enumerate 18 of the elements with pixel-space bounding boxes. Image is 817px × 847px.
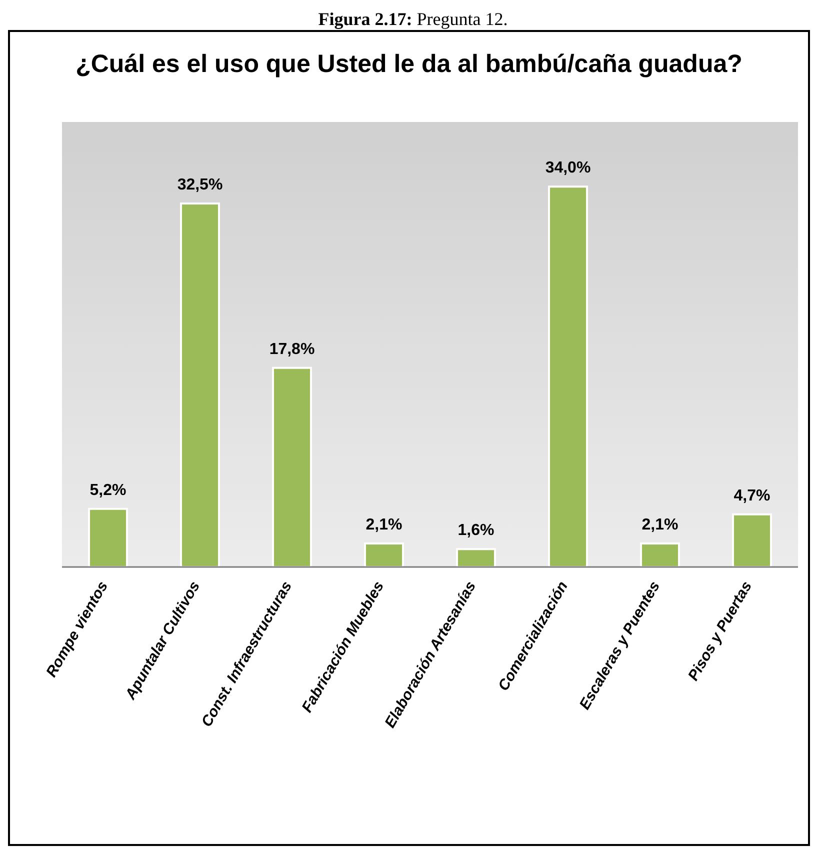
bar	[180, 202, 220, 567]
data-label: 17,8%	[269, 340, 315, 358]
data-label: 2,1%	[366, 516, 402, 534]
bar	[640, 542, 680, 567]
data-label: 34,0%	[545, 160, 591, 177]
data-label: 2,1%	[642, 516, 678, 534]
data-label: 5,2%	[90, 482, 126, 499]
data-label: 4,7%	[734, 487, 770, 504]
bar	[732, 513, 772, 567]
data-label: 1,6%	[458, 522, 494, 540]
text: Figura 2.17: Pregunta 12.	[318, 9, 508, 29]
data-label: 32,5%	[177, 176, 223, 194]
bar	[364, 542, 404, 567]
bar	[272, 366, 312, 567]
bar	[456, 548, 496, 567]
bar	[548, 186, 588, 567]
chart-title: ¿Cuál es el uso que Usted le da al bambú/caña guadua?	[74, 50, 744, 79]
bar	[88, 508, 128, 567]
